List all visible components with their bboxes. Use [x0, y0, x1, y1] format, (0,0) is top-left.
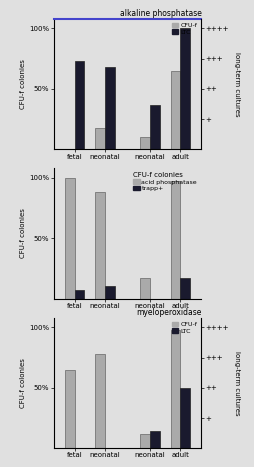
Text: LIVER: LIVER [82, 341, 104, 347]
Bar [140, 137, 150, 149]
Text: LIVER: LIVER [82, 191, 104, 198]
Bar [180, 28, 189, 149]
Text: BONE MARROW: BONE MARROW [136, 191, 197, 198]
Bar [140, 278, 150, 299]
Y-axis label: CFU-f colonies: CFU-f colonies [20, 59, 26, 109]
Bar [170, 71, 180, 149]
Bar [180, 388, 189, 448]
Bar [104, 285, 114, 299]
Bar [170, 182, 180, 299]
Bar [65, 369, 74, 448]
Bar [74, 290, 84, 299]
Bar [65, 178, 74, 299]
Bar [140, 434, 150, 448]
Legend: acid phosphatase, trapp+: acid phosphatase, trapp+ [132, 171, 198, 192]
Y-axis label: CFU-f colonies: CFU-f colonies [20, 358, 26, 408]
Bar [150, 105, 159, 149]
Y-axis label: CFU-f colonies: CFU-f colonies [20, 209, 26, 258]
Bar [95, 192, 104, 299]
Text: alkaline phosphatase: alkaline phosphatase [119, 9, 201, 18]
Text: BONE MARROW: BONE MARROW [136, 341, 197, 347]
Legend: CFU-f, LTC: CFU-f, LTC [170, 321, 198, 335]
Y-axis label: long-term cultures: long-term cultures [233, 52, 239, 116]
Bar [180, 278, 189, 299]
Y-axis label: long-term cultures: long-term cultures [233, 351, 239, 415]
Bar [104, 67, 114, 149]
Bar [74, 61, 84, 149]
Bar [95, 127, 104, 149]
Bar [150, 432, 159, 448]
Text: myeloperoxidase: myeloperoxidase [136, 308, 201, 317]
Bar [170, 330, 180, 448]
Bar [95, 354, 104, 448]
Legend: CFU-f, LTC: CFU-f, LTC [170, 22, 198, 36]
